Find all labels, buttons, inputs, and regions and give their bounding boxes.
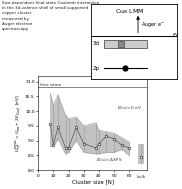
Text: $E_F$: $E_F$	[172, 31, 180, 40]
Text: 2p: 2p	[93, 66, 100, 70]
Text: bulk: bulk	[137, 175, 146, 179]
Text: 3d: 3d	[93, 41, 100, 46]
FancyBboxPatch shape	[104, 40, 147, 48]
X-axis label: Cluster size [N]: Cluster size [N]	[72, 179, 114, 184]
Text: $E_{Coul}$= 0 eV: $E_{Coul}$= 0 eV	[117, 105, 142, 112]
Text: Size-dependent final-state Coulomb interaction
in the 3d-valence shell of small : Size-dependent final-state Coulomb inter…	[2, 1, 99, 31]
Text: Cu$_N$ LMM: Cu$_N$ LMM	[115, 8, 144, 16]
Text: $E_{Coul}$= $\Delta$XPS: $E_{Coul}$= $\Delta$XPS	[96, 157, 122, 164]
Y-axis label: $U_{eff}^{meas}$ = $U_{aa}$ + 2$E_{Coul}$  [eV]: $U_{eff}^{meas}$ = $U_{aa}$ + 2$E_{Coul}…	[14, 94, 24, 152]
Text: free atom: free atom	[40, 83, 61, 87]
Text: Auger e$^-$: Auger e$^-$	[141, 20, 165, 29]
